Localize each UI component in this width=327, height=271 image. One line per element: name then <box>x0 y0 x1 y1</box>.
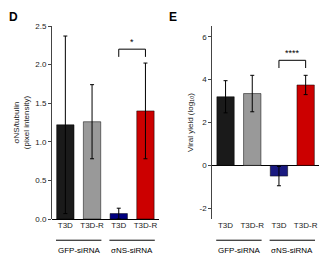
svg-text:T3D-R: T3D-R <box>294 221 318 230</box>
svg-text:1.0: 1.0 <box>35 138 47 147</box>
svg-text:6: 6 <box>202 33 207 42</box>
svg-text:2.0: 2.0 <box>35 60 47 69</box>
svg-text:-2: -2 <box>199 204 207 213</box>
svg-text:0.5: 0.5 <box>35 176 47 185</box>
svg-text:T3D: T3D <box>111 221 126 230</box>
svg-text:*: * <box>130 37 134 47</box>
svg-text:2: 2 <box>202 118 207 127</box>
svg-text:T3D: T3D <box>271 221 286 230</box>
svg-text:GFP-siRNA: GFP-siRNA <box>218 246 260 255</box>
svg-text:σNS-siRNA: σNS-siRNA <box>271 246 313 255</box>
svg-text:T3D: T3D <box>218 221 233 230</box>
svg-text:T3D: T3D <box>58 221 73 230</box>
svg-text:2.5: 2.5 <box>35 22 47 31</box>
svg-text:E: E <box>169 10 177 24</box>
svg-text:T3D-R: T3D-R <box>134 221 158 230</box>
svg-text:σNS/tubulin(pixel intensity): σNS/tubulin(pixel intensity) <box>12 95 31 149</box>
svg-text:1.5: 1.5 <box>35 99 47 108</box>
svg-text:0.0: 0.0 <box>35 215 47 224</box>
svg-text:T3D-R: T3D-R <box>80 221 104 230</box>
svg-text:D: D <box>9 10 18 24</box>
svg-text:T3D-R: T3D-R <box>240 221 264 230</box>
svg-text:σNS-siRNA: σNS-siRNA <box>111 246 153 255</box>
svg-text:4: 4 <box>202 75 207 84</box>
svg-text:Viral yield (log₁₀): Viral yield (log₁₀) <box>186 93 195 152</box>
svg-text:GFP-siRNA: GFP-siRNA <box>58 246 100 255</box>
svg-text:0: 0 <box>202 161 207 170</box>
svg-text:****: **** <box>285 48 300 58</box>
